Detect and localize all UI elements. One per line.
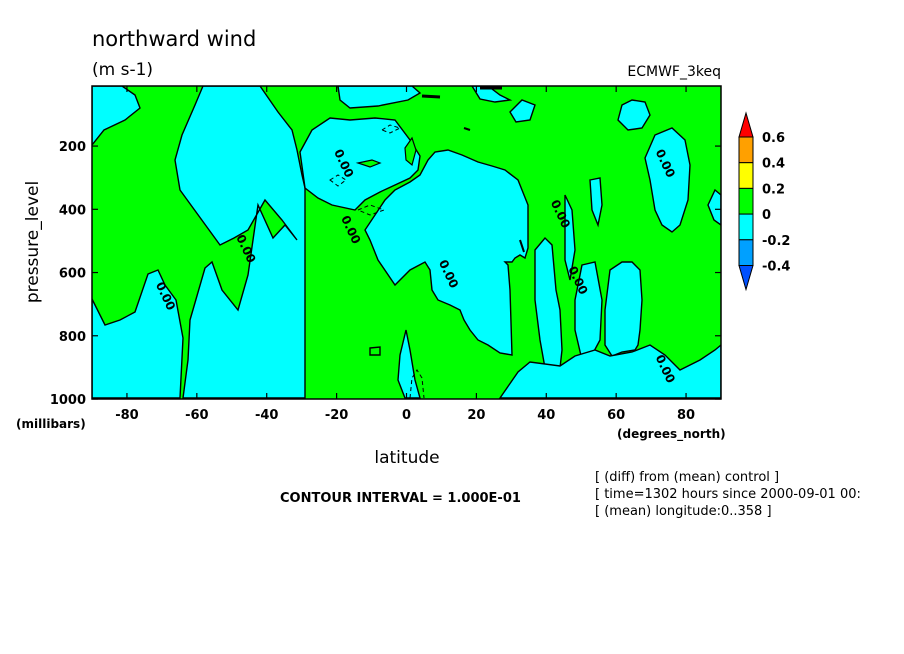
bold-contour <box>421 94 441 99</box>
chart-title: northward wind <box>92 27 256 51</box>
positive-island <box>369 346 381 356</box>
colorbar: 0.6 0.4 0.2 0 -0.2 -0.4 <box>738 111 790 292</box>
x-tick-label: -40 <box>255 408 279 423</box>
contour-interval: CONTOUR INTERVAL = 1.000E-01 <box>280 491 521 506</box>
x-tick-label: -60 <box>185 408 209 423</box>
negative-region <box>604 261 643 357</box>
x-tick-label: 80 <box>677 408 695 423</box>
positive-island <box>404 136 417 167</box>
y-axis-units: (millibars) <box>16 417 86 431</box>
info-line-2: [ time=1302 hours since 2000-09-01 00: <box>595 487 861 502</box>
colorbar-label: 0.4 <box>762 157 785 172</box>
negative-region <box>92 86 141 147</box>
negative-region <box>589 177 603 228</box>
x-axis-units: (degrees_north) <box>617 427 726 442</box>
negative-region <box>337 86 422 109</box>
positive-island <box>355 159 382 168</box>
negative-region <box>92 269 184 399</box>
bold-contour <box>463 127 471 131</box>
colorbar-label: -0.2 <box>762 234 790 249</box>
colorbar-swatch <box>738 136 754 164</box>
y-tick-label: 800 <box>59 330 86 345</box>
dataset-label: ECMWF_3keq <box>627 64 721 80</box>
colorbar-swatch <box>738 162 754 189</box>
axis-ticks: -80 -60 -40 -20 0 20 40 60 80 200 400 600 800 1000 <box>50 86 721 423</box>
negative-region <box>617 99 651 131</box>
info-line-1: [ (diff) from (mean) control ] <box>595 470 779 485</box>
x-tick-label: 40 <box>537 408 555 423</box>
negative-region <box>644 127 691 233</box>
x-tick-label: -20 <box>325 408 349 423</box>
plot-area: 0.000.000.000.000.000.000.000.000.00 <box>92 86 721 399</box>
negative-region <box>498 344 721 399</box>
negative-region <box>174 86 306 399</box>
x-tick-label: -80 <box>115 408 139 423</box>
y-tick-label: 600 <box>59 267 86 282</box>
info-line-3: [ (mean) longitude:0..358 ] <box>595 504 772 519</box>
chart-units: (m s-1) <box>92 60 153 80</box>
bold-contour <box>519 239 525 253</box>
x-tick-label: 60 <box>607 408 625 423</box>
colorbar-swatch-top <box>738 111 754 138</box>
colorbar-swatch-bottom <box>738 265 754 292</box>
x-tick-label: 0 <box>402 408 411 423</box>
negative-region <box>564 194 576 281</box>
y-axis-label: pressure_level <box>23 181 43 303</box>
negative-region <box>509 99 536 123</box>
colorbar-swatch <box>738 187 754 215</box>
y-tick-label: 200 <box>59 140 86 155</box>
colorbar-label: 0 <box>762 208 771 223</box>
colorbar-label: 0.6 <box>762 131 785 146</box>
colorbar-swatch <box>738 239 754 267</box>
dashed-contour <box>409 369 425 399</box>
negative-region <box>534 236 563 369</box>
colorbar-swatch <box>738 213 754 241</box>
x-axis-label: latitude <box>374 448 439 468</box>
negative-region <box>471 86 513 103</box>
colorbar-label: 0.2 <box>762 182 785 197</box>
negative-region <box>397 329 421 399</box>
negative-region <box>707 188 721 226</box>
colorbar-label: -0.4 <box>762 260 790 275</box>
dashed-contour <box>356 204 386 216</box>
x-tick-label: 20 <box>467 408 485 423</box>
negative-region <box>364 149 529 356</box>
y-tick-label: 1000 <box>50 393 86 408</box>
y-tick-label: 400 <box>59 203 86 218</box>
